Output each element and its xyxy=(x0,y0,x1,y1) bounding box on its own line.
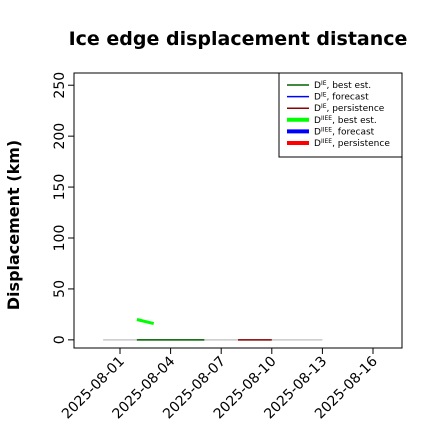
legend-label: DIIEE, best est. xyxy=(314,115,377,126)
legend-label: DIE, best est. xyxy=(314,80,371,91)
legend-label: DIE, persistence xyxy=(314,103,385,114)
legend-box xyxy=(278,72,403,158)
y-tick-label: 50 xyxy=(52,280,68,298)
y-tick-label: 100 xyxy=(52,225,68,252)
y-tick-label: 200 xyxy=(52,123,68,150)
series-line xyxy=(136,318,155,326)
y-tick-label: 250 xyxy=(52,72,68,99)
chart-title: Ice edge displacement distance xyxy=(69,28,408,50)
legend-label: DIE, forecast xyxy=(314,92,369,103)
y-tick-label: 0 xyxy=(52,335,68,344)
legend-label: DIIEE, forecast xyxy=(314,126,375,137)
legend-label: DIIEE, persistence xyxy=(314,138,390,149)
y-axis-label: Displacement (km) xyxy=(4,140,23,310)
plot-frame xyxy=(73,72,403,349)
y-tick-label: 150 xyxy=(52,174,68,201)
